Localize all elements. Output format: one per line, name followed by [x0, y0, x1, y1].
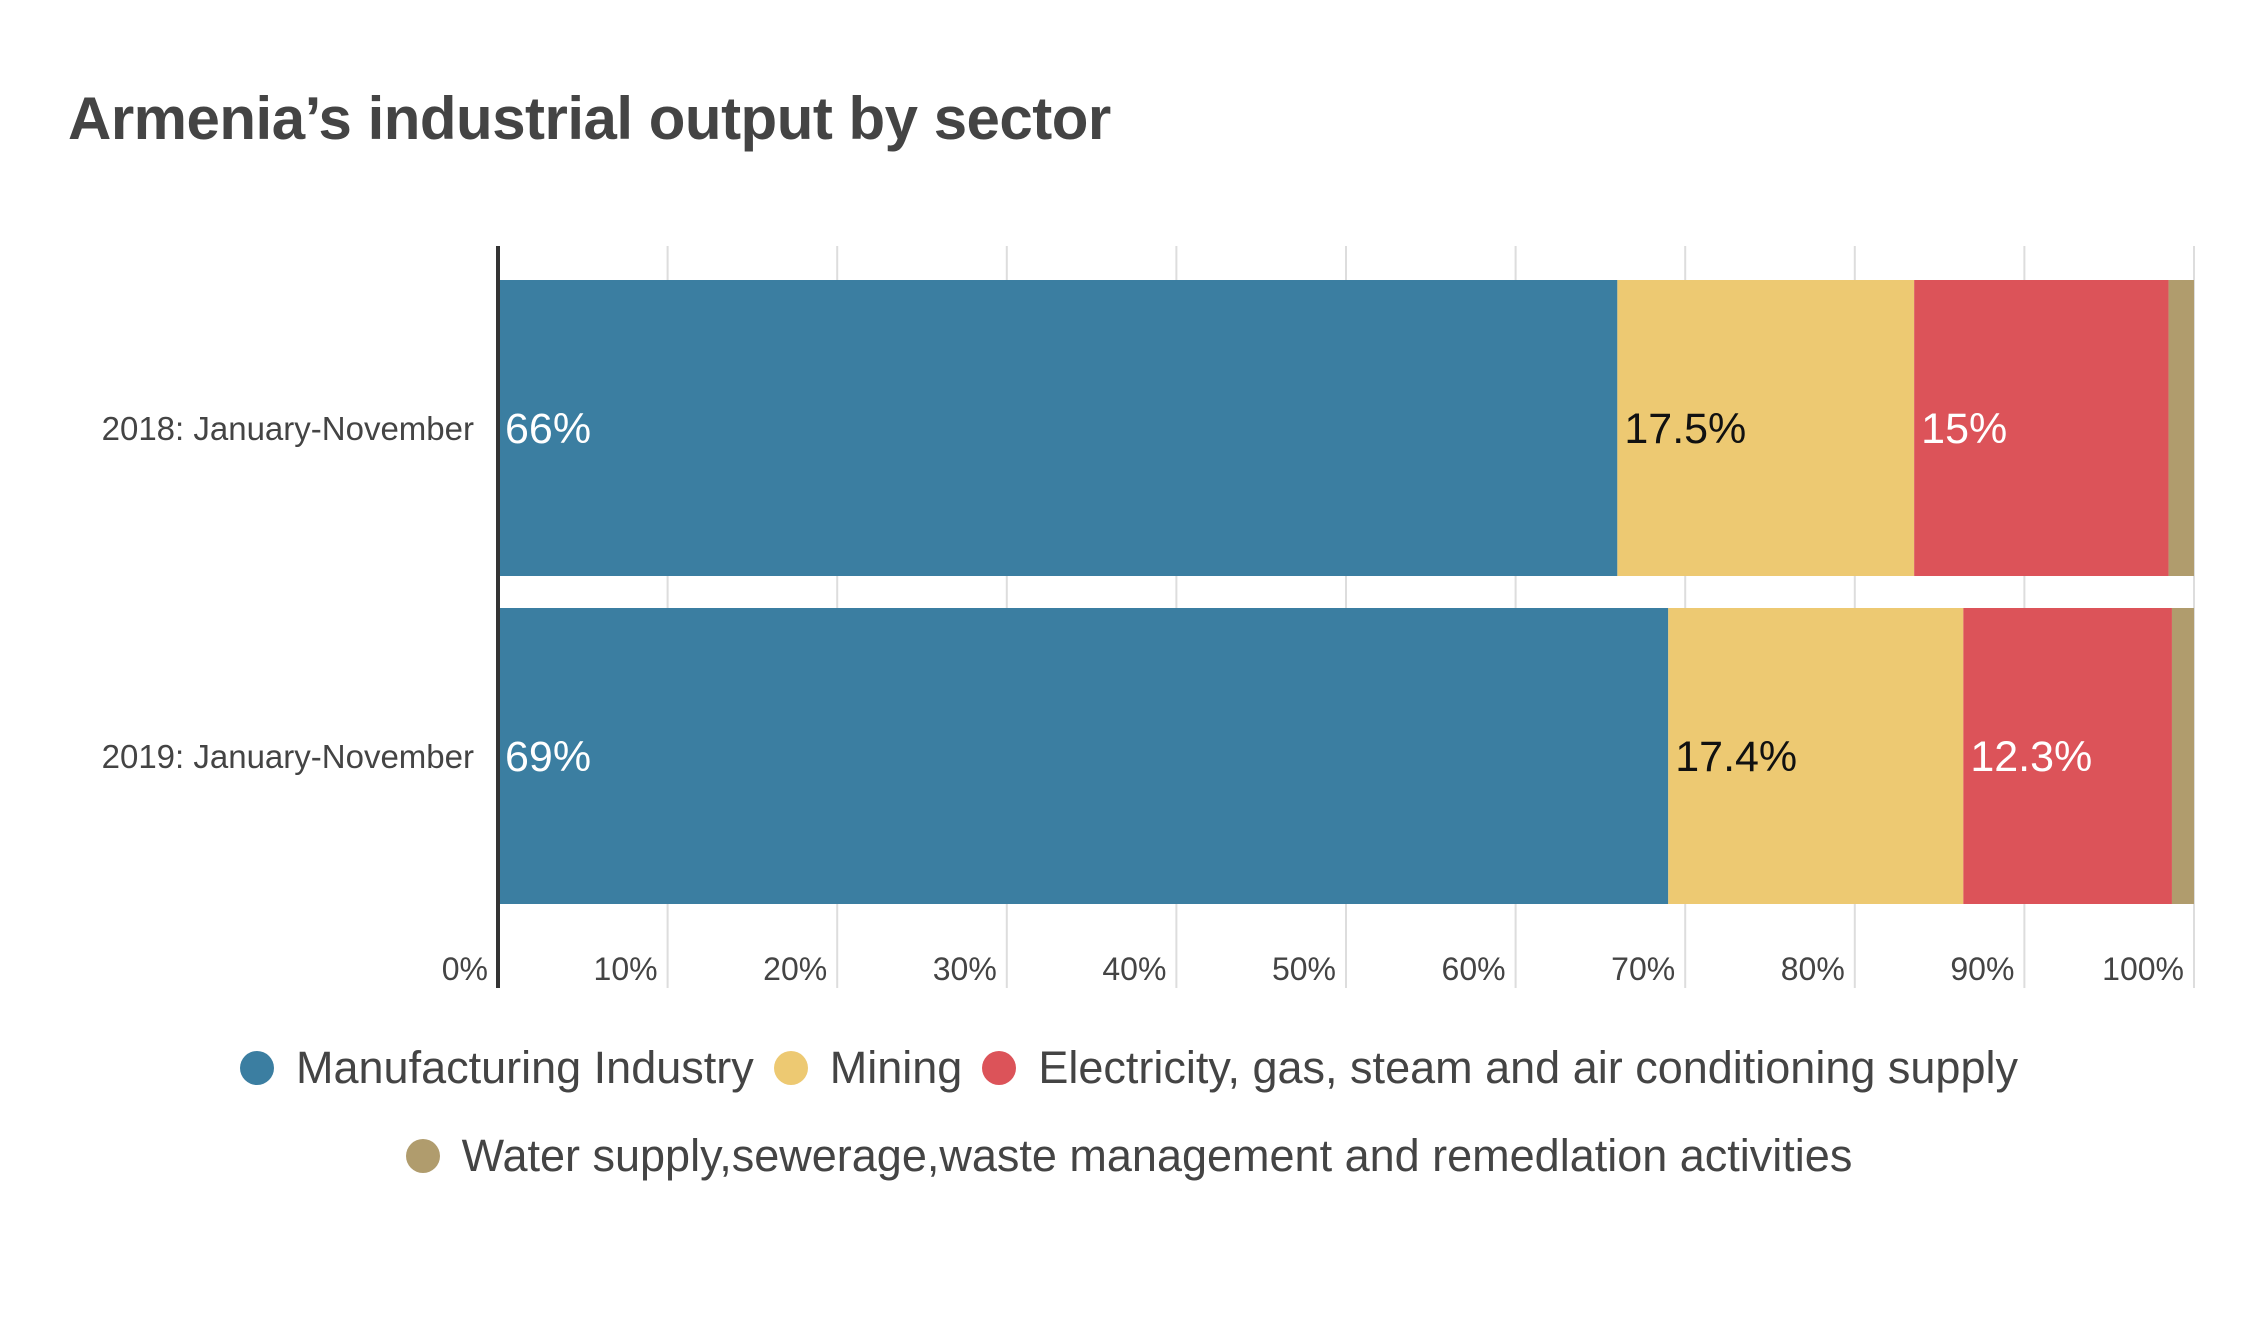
bar-segment: [498, 280, 1618, 576]
legend-item: Manufacturing Industry: [240, 1042, 754, 1094]
legend-swatch: [240, 1051, 275, 1085]
chart-title: Armenia’s industrial output by sector: [68, 85, 1111, 152]
bar-segment: [498, 608, 1669, 904]
legend-row-2: Water supply,sewerage,waste management a…: [0, 1130, 2258, 1182]
data-label: 15%: [1921, 405, 2007, 453]
bar-segment: [1668, 608, 1964, 904]
legend-item: Electricity, gas, steam and air conditio…: [982, 1042, 2018, 1094]
legend-row-1: Manufacturing Industry Mining Electricity,…: [0, 1042, 2258, 1094]
data-label: 17.4%: [1675, 733, 1797, 781]
x-tick-label: 0%: [442, 951, 488, 987]
bar-segment: [1914, 280, 2169, 576]
data-label: 66%: [505, 405, 591, 453]
legend-swatch: [982, 1051, 1017, 1085]
legend-item: Mining: [773, 1042, 963, 1094]
x-tick-label: 90%: [1950, 951, 2014, 987]
data-label: 12.3%: [1970, 733, 2092, 781]
category-label: 2018: January-November: [102, 410, 474, 447]
legend-label: Water supply,sewerage,waste management a…: [461, 1130, 1853, 1181]
legend-label: Electricity, gas, steam and air conditio…: [1038, 1042, 2018, 1093]
legend-swatch: [405, 1139, 440, 1173]
x-tick-label: 100%: [2102, 951, 2184, 987]
x-tick-label: 70%: [1611, 951, 1675, 987]
labels: 0% 10% 20% 30% 40% 50% 60% 70% 80% 90% 100% 66% 17.5…: [102, 405, 2184, 987]
bar-segment: [2168, 280, 2194, 576]
bar-segment: [2171, 608, 2194, 904]
data-label: 69%: [505, 733, 591, 781]
legend-swatch: [773, 1051, 808, 1085]
bar-segment: [1963, 608, 2172, 904]
category-label: 2019: January-November: [102, 738, 474, 775]
x-tick-label: 80%: [1781, 951, 1845, 987]
data-label: 17.5%: [1624, 405, 1746, 453]
x-tick-label: 50%: [1272, 951, 1336, 987]
x-tick-label: 40%: [1102, 951, 1166, 987]
x-tick-label: 20%: [763, 951, 827, 987]
bar-segment: [1617, 280, 1915, 576]
x-tick-label: 10%: [594, 951, 658, 987]
legend-item: Water supply,sewerage,waste management a…: [405, 1130, 1853, 1182]
x-tick-label: 60%: [1442, 951, 1506, 987]
legend-label: Manufacturing Industry: [296, 1042, 754, 1093]
x-tick-label: 30%: [933, 951, 997, 987]
bars: [498, 280, 2194, 904]
legend-label: Mining: [829, 1042, 963, 1093]
